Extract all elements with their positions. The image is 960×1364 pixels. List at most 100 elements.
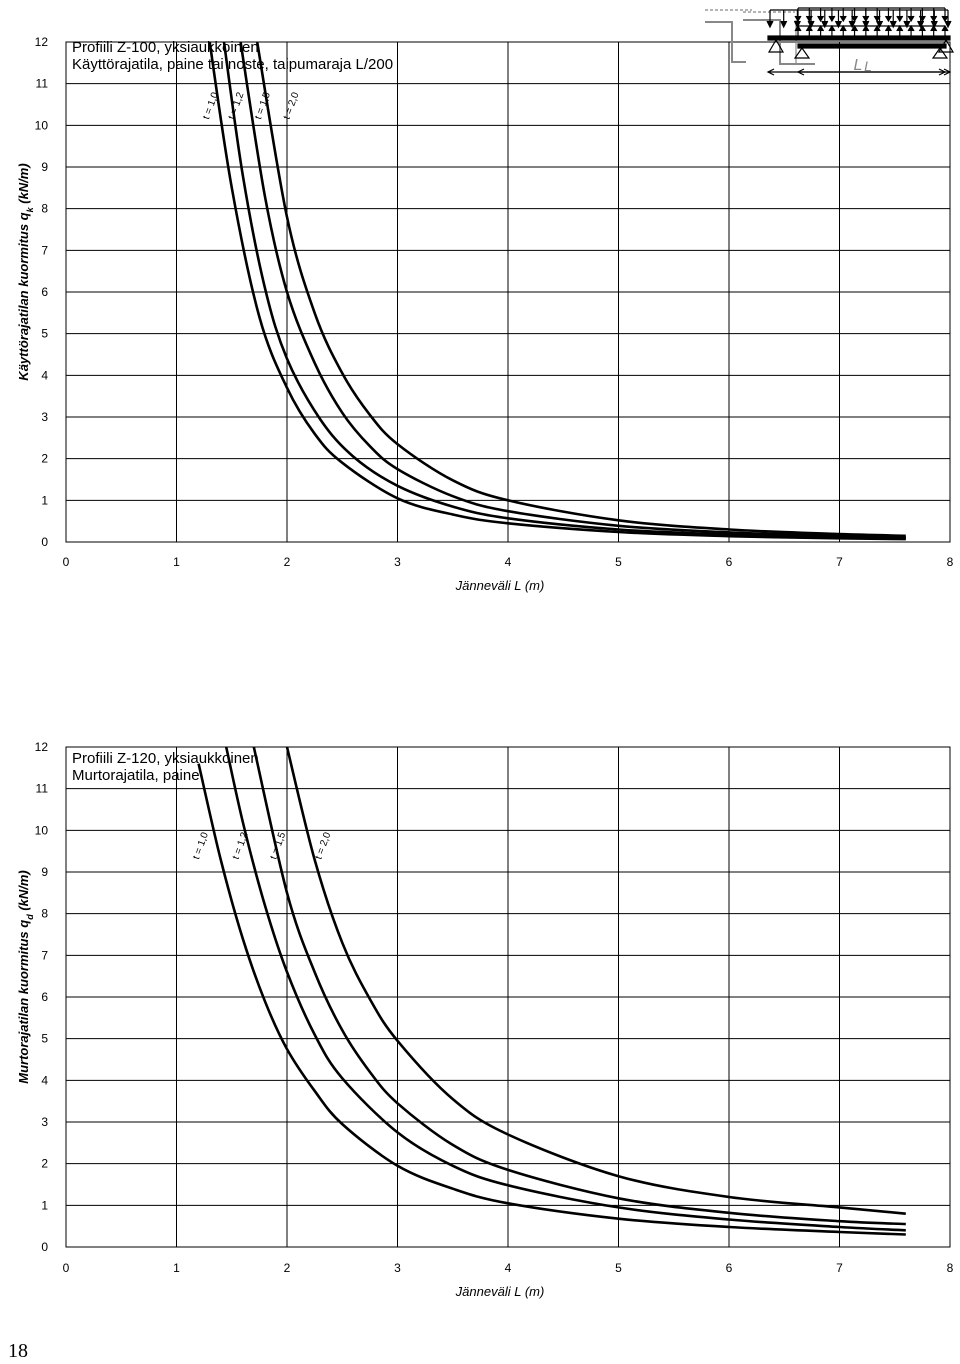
load-arrow-icon	[884, 15, 892, 23]
y-tick-label: 1	[41, 1198, 48, 1212]
y-tick-label: 12	[35, 35, 49, 49]
z-profile-icon	[705, 21, 746, 63]
load-arrow-icon	[807, 20, 815, 29]
x-tick-label: 5	[615, 555, 622, 569]
grid	[65, 41, 951, 543]
load-arrow-icon	[896, 24, 904, 32]
x-tick-label: 3	[394, 555, 401, 569]
y-axis-label: Murtorajatilan kuormitus qd (kN/m)	[16, 870, 35, 1084]
series-line-1	[208, 42, 906, 541]
support-icon	[793, 46, 811, 59]
y-tick-label: 8	[41, 907, 48, 921]
y-tick-label: 10	[35, 823, 49, 837]
series-line-1	[197, 763, 906, 1236]
y-tick-label: 0	[41, 1240, 48, 1254]
x-axis-label: Jänneväli L (m)	[455, 578, 545, 593]
x-tick-label: 8	[947, 555, 954, 569]
chart-title: Profiili Z-100, yksiaukkoinen	[72, 39, 259, 56]
x-tick-label: 3	[394, 1261, 401, 1275]
y-tick-label: 0	[41, 535, 48, 549]
load-arrow-icon	[780, 20, 788, 29]
series-label-3: t = 1,5	[268, 830, 288, 861]
y-tick-label: 4	[41, 368, 48, 382]
load-arrow-icon	[817, 15, 825, 23]
series-label-1: t = 1,0	[191, 830, 211, 861]
x-tick-label: 6	[726, 1261, 733, 1275]
load-arrow-icon	[821, 20, 829, 29]
y-tick-label: 11	[36, 782, 49, 796]
x-tick-label: 5	[615, 1261, 622, 1275]
load-arrow-icon	[907, 24, 915, 32]
chart-title: Profiili Z-120, yksiaukkoinen	[72, 750, 259, 767]
series-line-4	[285, 747, 906, 1215]
support-icon	[931, 46, 949, 59]
load-arrow-icon	[941, 24, 949, 32]
load-arrow-icon	[941, 15, 949, 23]
load-arrow-icon	[834, 20, 842, 29]
load-arrow-icon	[828, 24, 836, 32]
y-tick-label: 6	[41, 285, 48, 299]
x-tick-label: 4	[505, 1261, 512, 1275]
grid	[65, 746, 951, 1248]
series-label-4: t = 2,0	[282, 90, 302, 121]
load-arrow-icon	[851, 24, 859, 32]
span-label: L	[854, 57, 863, 74]
load-arrow-icon	[862, 20, 870, 29]
series-label-2: t = 1,2	[226, 90, 246, 121]
load-arrow-icon	[944, 20, 952, 29]
load-arrow-icon	[903, 20, 911, 29]
y-tick-label: 10	[35, 118, 49, 132]
series-label-4: t = 2,0	[313, 830, 333, 861]
x-tick-label: 2	[284, 1261, 291, 1275]
load-arrow-icon	[817, 24, 825, 32]
support-icon	[937, 38, 955, 53]
x-tick-label: 6	[726, 555, 733, 569]
support-icon	[767, 38, 785, 53]
y-tick-label: 9	[41, 865, 48, 879]
load-arrow-icon	[839, 24, 847, 32]
y-tick-label: 8	[41, 202, 48, 216]
x-tick-label: 4	[505, 555, 512, 569]
beam-diagram-2: L	[705, 9, 955, 76]
load-arrow-icon	[889, 20, 897, 29]
z-profile-icon	[743, 19, 815, 65]
plot-frame	[65, 746, 951, 1248]
span-label: L	[864, 58, 872, 74]
load-arrow-icon	[766, 20, 774, 29]
x-axis-label: Jänneväli L (m)	[455, 1284, 545, 1299]
x-tick-label: 7	[836, 1261, 843, 1275]
beam	[767, 35, 951, 41]
y-tick-label: 11	[36, 77, 49, 91]
load-arrow-icon	[930, 20, 938, 29]
x-tick-label: 8	[947, 1261, 954, 1275]
y-axis-label: Käyttörajatilan kuormitus qk (kN/m)	[16, 163, 35, 380]
load-arrow-icon	[873, 24, 881, 32]
y-tick-label: 9	[41, 160, 48, 174]
y-tick-label: 2	[41, 452, 48, 466]
y-tick-label: 1	[41, 493, 48, 507]
load-arrow-icon	[828, 15, 836, 23]
x-tick-label: 0	[63, 1261, 70, 1275]
y-tick-label: 12	[35, 740, 49, 754]
series-line-3	[252, 747, 906, 1226]
y-tick-label: 3	[41, 1115, 48, 1129]
chart-subtitle: Murtorajatila, paine	[72, 767, 200, 784]
y-tick-label: 7	[41, 948, 48, 962]
series-line-3	[239, 42, 906, 539]
x-tick-label: 2	[284, 555, 291, 569]
y-tick-label: 5	[41, 1032, 48, 1046]
series-line-2	[224, 747, 906, 1232]
load-arrow-icon	[917, 20, 925, 29]
load-arrow-icon	[907, 15, 915, 23]
y-tick-label: 7	[41, 243, 48, 257]
load-arrow-icon	[930, 15, 938, 23]
y-tick-label: 3	[41, 410, 48, 424]
plot-frame	[65, 41, 951, 543]
y-tick-label: 6	[41, 990, 48, 1004]
series-line-2	[222, 42, 906, 540]
chart-subtitle: Käyttörajatila, paine tai noste, taipuma…	[72, 56, 393, 73]
load-arrow-icon	[839, 15, 847, 23]
